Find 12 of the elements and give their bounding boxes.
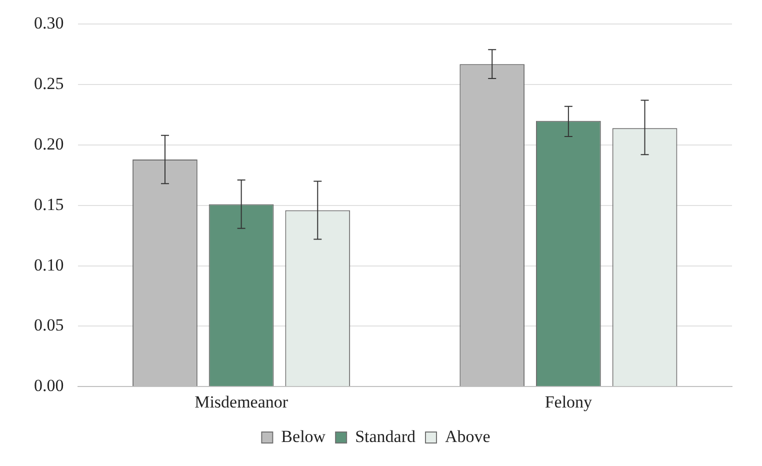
y-tick-label: 0.10: [34, 255, 64, 274]
x-tick-label: Felony: [544, 392, 593, 412]
y-tick-label: 0.20: [34, 134, 64, 154]
legend-label: Above: [444, 426, 490, 446]
y-tick-label: 0.30: [34, 14, 64, 33]
y-tick-label: 0.00: [34, 376, 64, 396]
y-tick-label: 0.15: [34, 194, 64, 214]
x-tick-label: Misdemeanor: [194, 392, 288, 412]
y-tick-label: 0.05: [34, 316, 64, 335]
y-tick-label: 0.25: [34, 74, 64, 94]
legend-label: Below: [281, 426, 326, 446]
legend-label: Standard: [355, 426, 416, 446]
